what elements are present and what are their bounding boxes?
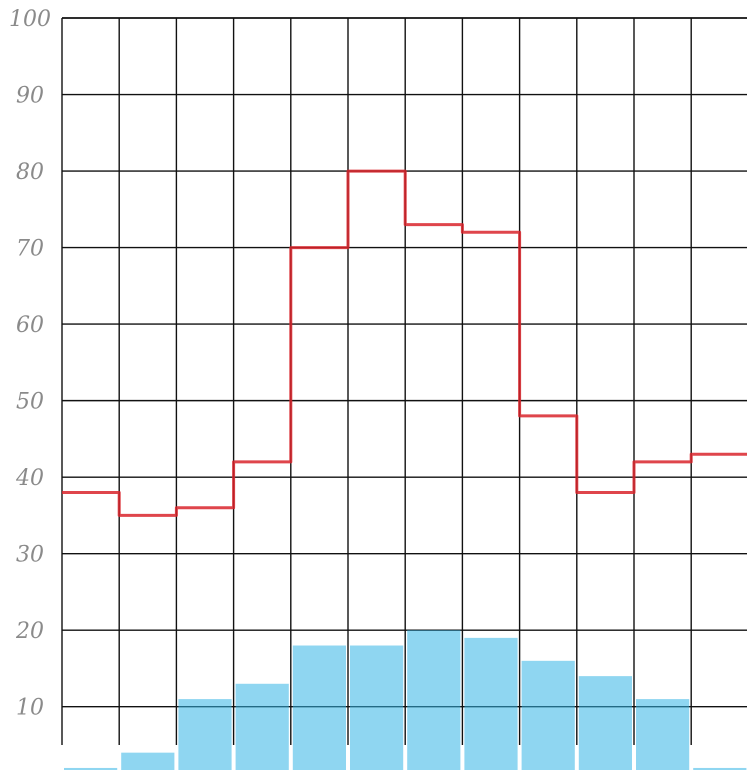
y-tick-label: 30 (16, 543, 44, 568)
bar-series (64, 630, 747, 770)
y-tick-label: 40 (15, 466, 44, 491)
y-tick-label: 100 (9, 7, 51, 32)
bar-7 (407, 630, 461, 770)
y-tick-label: 60 (16, 313, 44, 338)
bar-5 (292, 645, 346, 770)
bar-12 (693, 767, 747, 770)
step-line (62, 169, 747, 517)
bar-6 (350, 645, 404, 770)
bar-4 (235, 683, 289, 770)
bar-8 (464, 637, 518, 770)
y-tick-labels: 100 90 80 70 60 50 40 30 20 10 (9, 7, 51, 721)
y-tick-label: 80 (16, 160, 44, 185)
bar-9 (521, 660, 575, 770)
grid (61, 17, 747, 745)
y-tick-label: 10 (16, 696, 44, 721)
y-tick-label: 50 (16, 390, 44, 415)
bar-10 (578, 676, 632, 770)
y-tick-label: 90 (16, 84, 44, 109)
bar-11 (636, 699, 690, 770)
y-tick-label: 20 (15, 619, 44, 644)
step-line-series (62, 169, 747, 517)
bar-3 (178, 699, 232, 770)
bar-1 (64, 767, 118, 770)
y-tick-label: 70 (16, 237, 44, 262)
bar-2 (121, 752, 175, 770)
